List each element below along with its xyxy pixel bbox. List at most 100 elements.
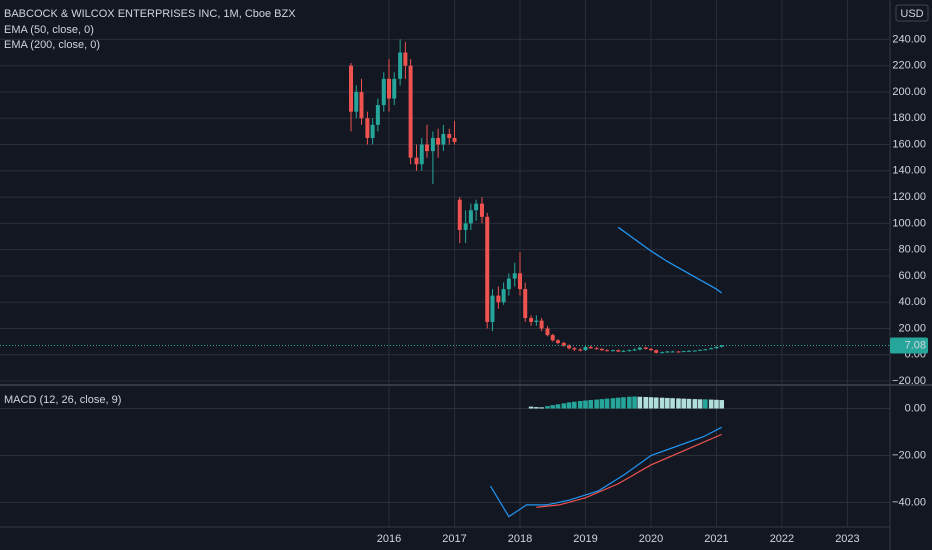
candle-body — [424, 144, 429, 152]
legend-entry: EMA (200, close, 0) — [4, 39, 100, 51]
candle-body — [398, 52, 403, 79]
candle-body — [517, 273, 522, 290]
candle-body — [496, 295, 501, 303]
candle-body — [616, 350, 621, 352]
y-tick-label: 240.00 — [892, 33, 926, 45]
y-tick-label: 220.00 — [892, 60, 926, 72]
labels: BABCOCK & WILCOX ENTERPRISES INC, 1M, Cb… — [4, 4, 929, 545]
y-tick-label: −20.00 — [892, 375, 926, 387]
x-tick-label: 2023 — [835, 533, 859, 545]
histogram-bar — [648, 397, 654, 409]
candle-body — [370, 124, 375, 138]
x-tick-label: 2017 — [442, 533, 466, 545]
candle-body — [534, 320, 539, 322]
histogram-bar — [539, 407, 544, 409]
histogram-bar — [555, 404, 561, 409]
y-tick-label: 40.00 — [898, 296, 926, 308]
histogram-bar — [686, 398, 692, 409]
candle-body — [594, 348, 599, 350]
candle-body — [512, 273, 517, 279]
candle-body — [457, 199, 462, 230]
x-tick-label: 2018 — [508, 533, 532, 545]
y-tick-label: 100.00 — [892, 217, 926, 229]
candle-body — [692, 350, 697, 352]
candle-body — [660, 352, 665, 354]
candle-body — [681, 351, 686, 353]
macd-line — [490, 426, 722, 518]
histogram-bar — [643, 396, 649, 409]
last-price-label: 7.08 — [905, 339, 926, 351]
candle-body — [670, 351, 675, 353]
currency[interactable]: USD — [900, 8, 923, 20]
y-tick-label: 60.00 — [898, 270, 926, 282]
histogram-bar — [697, 399, 703, 409]
y-tick-label: 200.00 — [892, 86, 926, 98]
histogram-bar — [632, 396, 637, 409]
x-tick-label: 2022 — [770, 533, 794, 545]
candle-body — [523, 289, 528, 318]
candle-body — [468, 210, 473, 224]
candle-body — [490, 295, 495, 322]
candle-body — [381, 78, 386, 106]
chart-title: BABCOCK & WILCOX ENTERPRISES INC, 1M, Cb… — [4, 8, 296, 20]
candle-body — [583, 346, 588, 351]
candle-body — [441, 134, 446, 145]
candle-body — [643, 347, 648, 349]
x-tick-label: 2016 — [377, 533, 401, 545]
y-tick-label: −20.00 — [892, 449, 926, 461]
histogram-bar — [637, 396, 643, 409]
y-tick-label: 0.00 — [905, 402, 926, 414]
candle-body — [436, 137, 441, 145]
candle-body — [676, 351, 681, 353]
last-price-box — [890, 337, 928, 354]
histogram-bar — [583, 400, 588, 409]
y-tick-label: 120.00 — [892, 191, 926, 203]
histogram-bar — [676, 398, 681, 409]
candle-body — [698, 349, 703, 351]
currency-box[interactable] — [895, 4, 929, 22]
histogram-bar — [719, 400, 724, 409]
histogram-bar — [599, 399, 605, 409]
candle-body — [375, 105, 380, 125]
histogram-bar — [665, 397, 670, 409]
histogram-bar — [534, 407, 539, 409]
candle-body — [654, 350, 659, 353]
candle-body — [387, 78, 392, 99]
y-tick-label: 20.00 — [898, 322, 926, 334]
candle-body — [621, 350, 626, 352]
candle-body — [354, 91, 359, 112]
macd-title: MACD (12, 26, close, 9) — [4, 394, 121, 406]
candle-body — [485, 216, 490, 322]
histogram-bar — [594, 399, 599, 409]
candle-body — [637, 347, 642, 350]
candle-body — [555, 340, 560, 343]
macd-line — [536, 433, 722, 508]
candle-body — [452, 137, 457, 142]
candle-body — [359, 91, 364, 119]
candle-body — [550, 335, 555, 341]
candle-body — [709, 348, 714, 350]
histogram-bar — [550, 405, 556, 409]
candle-body — [714, 346, 719, 349]
candle-body — [610, 350, 615, 352]
histogram-bar — [708, 399, 714, 409]
candle-body — [349, 65, 354, 112]
candle-body — [632, 349, 637, 351]
histogram-bar — [572, 401, 577, 409]
histogram-bar — [615, 397, 621, 409]
ema-line — [617, 226, 723, 294]
candle-body — [686, 350, 691, 352]
candle-body — [529, 317, 534, 322]
histogram-bar — [659, 397, 665, 409]
candle-body — [605, 350, 610, 352]
histogram-bar — [627, 396, 632, 409]
histogram-bar — [703, 399, 708, 409]
candle-body — [430, 137, 435, 152]
x-tick-label: 2020 — [639, 533, 663, 545]
candle-body — [501, 289, 506, 303]
candle-body — [719, 345, 724, 347]
candle-body — [567, 345, 572, 349]
